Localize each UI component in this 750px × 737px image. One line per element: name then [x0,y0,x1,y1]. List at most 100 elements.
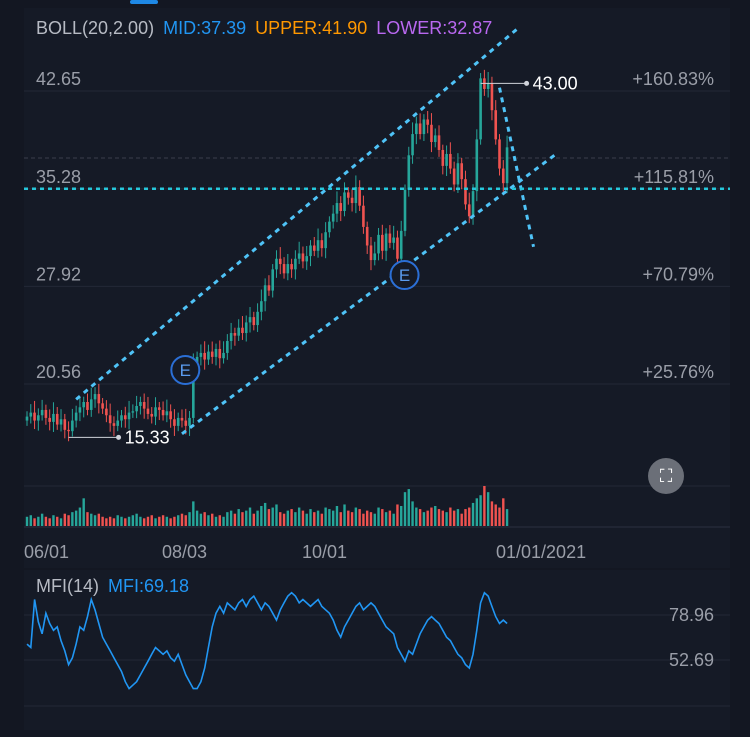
volume-bar [44,516,48,526]
candle-body [290,264,293,270]
volume-bar [354,507,358,526]
candle-body [464,179,467,205]
volume-bar [158,516,161,526]
volume-bar [339,512,342,526]
candle-body [399,230,403,259]
candle-body [407,155,411,190]
volume-bar [229,510,233,526]
candle-body [40,409,44,416]
volume-bar [78,507,82,526]
volume-bar [154,518,157,526]
volume-bar [362,513,365,526]
volume-bar [226,512,229,526]
volume-bar [112,518,116,526]
volume-bar [180,513,184,526]
volume-bar [486,492,490,526]
candle-body [365,226,369,246]
volume-bar [120,516,123,526]
volume-bar [418,509,422,526]
volume-bar [335,506,339,526]
volume-bar [101,516,104,526]
candle-body [29,412,33,417]
price-chart-panel[interactable]: 42.65 +160.83% 35.28 +115.81% 27.92 +70.79% 20… [24,8,730,568]
volume-bar [211,513,214,526]
candle-body [207,351,210,360]
candle-body [203,352,206,360]
volume-bar [48,518,51,526]
candle-body [494,110,498,140]
volume-bar [146,516,150,526]
candle-body [158,407,161,410]
candle-body [312,245,316,251]
volume-bar [282,513,286,526]
candle-body [135,405,138,412]
candle-body [93,394,97,400]
boll-lower: LOWER:32.87 [376,18,493,38]
volume-bar [116,515,119,526]
volume-bar [105,518,108,526]
mfi-value: MFI:69.18 [108,576,190,596]
mfi-panel[interactable]: 78.96 52.69 MFI(14) MFI:69.18 [24,570,730,730]
candle-body [403,189,407,231]
volume-bar [33,518,36,526]
volume-bar [422,512,426,526]
pct-tick-label: +160.83% [632,69,714,89]
expand-icon[interactable]: ⛶ [648,458,684,494]
candle-body [37,415,40,421]
candle-body [127,412,131,420]
volume-bar [388,510,392,526]
volume-bar [358,509,361,526]
candle-body [309,245,312,257]
lower-channel-line [181,152,558,436]
candle-body [339,203,343,211]
price-chart: 42.65 +160.83% 35.28 +115.81% 27.92 +70.79% 20… [24,26,730,562]
candle-body [350,197,354,204]
volume-bar [218,515,221,526]
y-tick-label: 35.28 [36,167,81,187]
candle-body [305,256,309,262]
candle-body [192,363,195,418]
candle-body [475,139,479,192]
volume-bar [494,504,497,526]
volume-bar [177,515,180,526]
candle-body [297,253,301,259]
volume-bar [366,510,369,526]
volume-bar [301,510,305,526]
candle-body [173,419,176,426]
candle-body [210,351,214,357]
candle-body [71,420,74,432]
candle-body [74,412,78,421]
candle-body [354,187,358,204]
volume-bar [373,513,376,526]
volume-bar [331,510,335,526]
candle-body [244,322,248,334]
volume-bar [297,507,301,526]
candle-body [154,407,157,417]
pct-tick-label: +70.79% [642,264,714,284]
earnings-marker-circle [389,260,420,290]
candle-body [59,419,63,425]
candle-body [86,401,89,410]
volume-bar [324,507,327,526]
candle-body [335,203,339,214]
volume-bar [127,516,131,526]
candle-body [48,417,51,422]
candle-body [331,213,335,222]
volume-bar [279,512,282,526]
volume-bar [97,513,101,526]
candle-body [362,205,365,227]
candle-body [169,411,172,420]
candle-body [267,285,271,291]
volume-bar [82,498,85,526]
volume-bar [475,498,479,526]
volume-bar [40,513,44,526]
volume-bar [52,515,55,526]
candle-body [422,119,426,135]
candle-body [116,420,120,426]
volume-bar [377,507,380,526]
candle-body [150,413,154,417]
volume-bar [124,518,127,526]
volume-bar [188,512,191,526]
volume-bar [445,512,448,526]
volume-bar [464,509,467,526]
